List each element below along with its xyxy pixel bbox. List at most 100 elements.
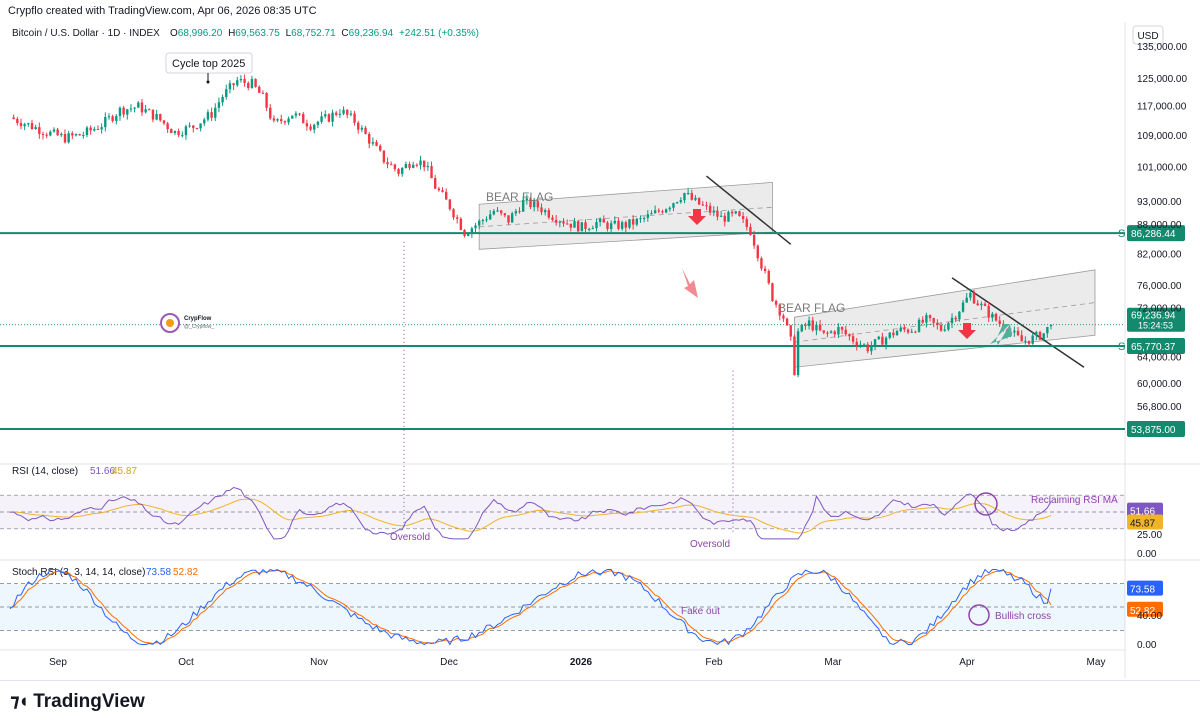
candle-body xyxy=(807,320,811,327)
rsi-legend-label: RSI (14, close) xyxy=(12,466,78,477)
candle-body xyxy=(60,133,63,136)
candle-body xyxy=(100,127,103,130)
candle-body xyxy=(280,119,283,122)
candle-body xyxy=(19,122,23,127)
candle-body xyxy=(71,133,74,136)
candle-body xyxy=(269,107,272,119)
candle-body xyxy=(650,213,653,215)
level-badge xyxy=(1127,420,1185,437)
candle-body xyxy=(390,164,393,166)
crypflow-watermark: CrypFlow @_Crypflow_ xyxy=(160,313,214,333)
level-badge-text: 53,875.00 xyxy=(1131,425,1176,436)
candle-body xyxy=(573,221,576,228)
currency-box xyxy=(1132,25,1164,45)
candle-body xyxy=(859,344,862,346)
candle-body xyxy=(690,192,693,200)
candle-body xyxy=(881,336,884,345)
candle-body xyxy=(1049,324,1053,327)
tradingview-logo[interactable]: ⁊◖ TradingView xyxy=(10,691,145,712)
candle-body xyxy=(203,119,206,124)
candle-body xyxy=(459,218,463,230)
rsi-legend-value: 51.66 xyxy=(90,466,115,477)
candle-body xyxy=(903,327,906,330)
candle-body xyxy=(412,164,415,168)
stoch-legend-k: 73.58 xyxy=(146,567,171,578)
candle-body xyxy=(148,109,151,111)
candle-body xyxy=(199,123,202,129)
candle-body xyxy=(987,305,990,318)
oversold-label-1: Oversold xyxy=(390,532,430,543)
candle-body xyxy=(210,112,213,118)
candle-body xyxy=(983,303,987,306)
candle-body xyxy=(437,188,441,191)
candle-body xyxy=(576,221,580,232)
candle-body xyxy=(749,226,752,235)
created-by-text: Crypflo created with TradingView.com, Ap… xyxy=(8,5,317,17)
stoch-legend-label: Stoch RSI (3, 3, 14, 14, close) xyxy=(12,567,145,578)
candle-body xyxy=(580,222,584,232)
candle-body xyxy=(455,217,459,219)
candle-body xyxy=(738,211,741,217)
candle-body xyxy=(1031,335,1034,344)
candle-body xyxy=(947,323,950,330)
candle-body xyxy=(243,79,246,84)
candle-body xyxy=(712,210,715,213)
candle-body xyxy=(298,113,301,115)
candle-body xyxy=(734,211,737,214)
candle-body xyxy=(327,114,331,122)
candle-body xyxy=(364,127,367,134)
candle-body xyxy=(536,201,540,208)
candle-body xyxy=(837,326,840,335)
candle-body xyxy=(393,164,397,170)
candle-body xyxy=(382,150,386,163)
candle-body xyxy=(320,116,323,122)
candle-body xyxy=(844,329,847,335)
candle-body xyxy=(151,109,155,120)
candle-body xyxy=(305,123,309,127)
candle-body xyxy=(294,113,298,116)
candle-body xyxy=(214,107,217,118)
candle-body xyxy=(906,329,910,333)
candle-body xyxy=(181,135,184,137)
legend-h-value: 69,563.75 xyxy=(235,28,280,39)
candle-body xyxy=(349,113,353,115)
current-price-text: 69,236.94 xyxy=(1131,311,1176,322)
stoch-d-line xyxy=(9,569,1052,644)
candle-body xyxy=(96,128,100,130)
candle-body xyxy=(760,258,763,269)
candle-body xyxy=(360,127,364,130)
candle-body xyxy=(49,131,52,136)
candle-body xyxy=(291,115,294,119)
candle-body xyxy=(980,303,983,306)
candle-body xyxy=(628,219,631,228)
candle-body xyxy=(855,341,858,346)
candle-body xyxy=(646,214,650,218)
candle-body xyxy=(250,79,254,88)
candle-body xyxy=(815,324,818,331)
candle-body xyxy=(778,304,781,316)
candle-body xyxy=(899,327,902,332)
candle-body xyxy=(697,197,701,205)
candle-body xyxy=(939,325,943,331)
level-badge xyxy=(1127,338,1185,355)
candle-body xyxy=(877,336,880,340)
candle-body xyxy=(228,83,232,90)
candle-body xyxy=(379,145,382,151)
candle-body xyxy=(917,319,921,332)
candle-body xyxy=(657,210,661,212)
price-tick: 135,000.00 xyxy=(1137,42,1187,53)
s-label: S xyxy=(1118,341,1125,353)
candle-body xyxy=(767,271,770,284)
candle-body xyxy=(741,216,745,220)
legend-change: +242.51 (+0.35%) xyxy=(399,28,479,39)
candle-body xyxy=(441,190,444,192)
chart-canvas[interactable]: Bitcoin / U.S. Dollar · 1D · INDEX O68,9… xyxy=(0,22,1200,678)
stoch-k-badge-text: 73.58 xyxy=(1130,585,1155,596)
legend-l-value: 68,752.71 xyxy=(291,28,336,39)
candle-body xyxy=(89,127,92,131)
s-label: S xyxy=(1118,228,1125,240)
candle-body xyxy=(309,126,312,130)
crypflow-logo-dot xyxy=(166,319,174,327)
candle-body xyxy=(1024,340,1027,342)
footer: ⁊◖ TradingView xyxy=(0,680,1200,721)
